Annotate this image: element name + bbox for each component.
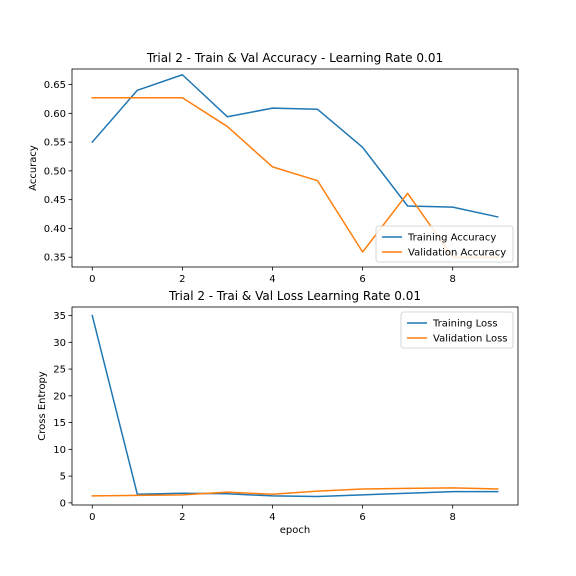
y-tick-label: 0.45 <box>44 195 66 206</box>
y-tick-label: 0.50 <box>44 166 66 177</box>
x-tick-label: 2 <box>179 512 185 523</box>
loss-chart: Trial 2 - Trai & Val Loss Learning Rate … <box>37 289 519 536</box>
x-tick-label: 0 <box>89 274 95 285</box>
legend-box <box>375 225 514 263</box>
y-axis-label: Accuracy <box>28 145 39 191</box>
chart-title: Trial 2 - Train & Val Accuracy - Learnin… <box>146 51 443 65</box>
y-tick-label: 10 <box>53 445 66 456</box>
y-tick-label: 20 <box>53 391 66 402</box>
x-tick-label: 2 <box>179 274 185 285</box>
chart-title: Trial 2 - Trai & Val Loss Learning Rate … <box>168 289 421 303</box>
legend-label-2: Validation Accuracy <box>408 248 506 259</box>
y-tick-label: 15 <box>53 418 66 429</box>
x-tick-label: 8 <box>449 512 455 523</box>
y-tick-label: 35 <box>53 311 66 322</box>
x-tick-label: 8 <box>449 274 455 285</box>
legend: Training Loss Validation Loss <box>400 311 514 349</box>
legend: Training Accuracy Validation Accuracy <box>375 225 514 263</box>
series-line-2 <box>91 487 499 497</box>
x-tick-label: 4 <box>269 512 275 523</box>
y-tick-label: 25 <box>53 365 66 376</box>
legend-box <box>400 311 514 349</box>
series-line-1 <box>91 314 499 498</box>
x-axis-label: epoch <box>280 525 310 536</box>
legend-label-1: Training Loss <box>432 319 498 330</box>
y-tick-label: 5 <box>60 472 66 483</box>
series-line-2 <box>91 97 499 258</box>
axes-frame <box>71 306 519 506</box>
y-tick-label: 0.35 <box>44 253 66 264</box>
x-tick-label: 6 <box>359 274 365 285</box>
axes-frame <box>71 68 519 268</box>
y-tick-label: 30 <box>53 338 66 349</box>
y-axis-label: Cross Entropy <box>37 371 48 441</box>
y-tick-label: 0.40 <box>44 224 66 235</box>
y-tick-label: 0.65 <box>44 80 66 91</box>
accuracy-chart: Trial 2 - Train & Val Accuracy - Learnin… <box>28 51 519 285</box>
x-tick-label: 6 <box>359 512 365 523</box>
x-tick-label: 4 <box>269 274 275 285</box>
legend-label-2: Validation Loss <box>433 334 508 345</box>
y-tick-label: 0 <box>60 498 66 509</box>
x-tick-label: 0 <box>89 512 95 523</box>
legend-label-1: Training Accuracy <box>407 233 496 244</box>
series-line-1 <box>91 74 499 218</box>
y-tick-label: 0.55 <box>44 138 66 149</box>
y-tick-label: 0.60 <box>44 109 66 120</box>
